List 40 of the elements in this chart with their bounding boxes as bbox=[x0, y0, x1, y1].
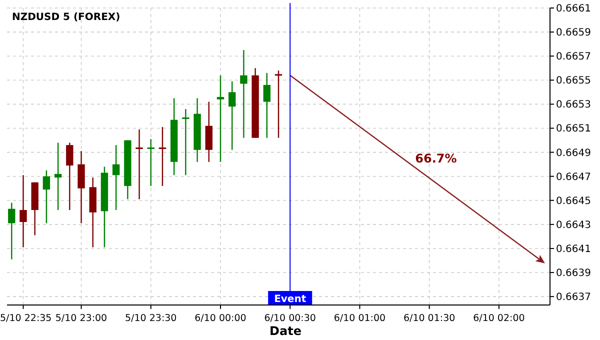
y-tick-label: 0.6655 bbox=[556, 76, 591, 87]
candlestick bbox=[216, 74, 224, 163]
candlestick bbox=[54, 142, 62, 211]
y-tick-label: 0.6657 bbox=[556, 52, 591, 63]
y-tick-label: 0.6659 bbox=[556, 28, 591, 39]
x-tick-label: 5/10 22:35 bbox=[0, 313, 52, 324]
candlestick bbox=[274, 70, 282, 138]
candlestick bbox=[42, 170, 50, 224]
candlestick bbox=[263, 72, 270, 138]
y-tick-label: 0.6641 bbox=[556, 244, 591, 255]
x-tick-label: 6/10 00:00 bbox=[194, 313, 246, 324]
x-tick-label: 6/10 01:00 bbox=[334, 313, 386, 324]
y-tick-label: 0.6653 bbox=[556, 100, 591, 111]
y-tick-label: 0.6637 bbox=[556, 292, 591, 304]
candlestick bbox=[136, 128, 143, 200]
y-tick-label: 0.6643 bbox=[556, 220, 591, 231]
x-axis-title: Date bbox=[270, 324, 302, 338]
y-tick-label: 0.6651 bbox=[556, 124, 591, 135]
y-tick-label: 0.6639 bbox=[556, 268, 591, 280]
candlestick bbox=[147, 138, 154, 187]
x-tick-label: 5/10 23:30 bbox=[125, 313, 177, 324]
candlestick bbox=[8, 202, 16, 260]
y-tick-label: 0.6661 bbox=[556, 4, 591, 14]
x-tick-label: 6/10 02:00 bbox=[473, 313, 525, 324]
x-tick-label: 5/10 23:00 bbox=[55, 313, 108, 324]
chart-title: NZDUSD 5 (FOREX) bbox=[12, 12, 120, 23]
candlestick bbox=[66, 142, 74, 211]
x-tick-label: 6/10 01:30 bbox=[403, 313, 456, 324]
candlestick bbox=[158, 126, 166, 187]
candlestick bbox=[20, 174, 27, 248]
ref-line-label: Event bbox=[274, 294, 306, 305]
x-tick-label: 6/10 00:30 bbox=[264, 313, 316, 324]
candlestick bbox=[228, 80, 236, 150]
y-tick-label: 0.6645 bbox=[556, 196, 591, 207]
candlestick bbox=[240, 49, 248, 138]
y-tick-label: 0.6647 bbox=[556, 172, 591, 183]
y-tick-label: 0.6649 bbox=[556, 148, 591, 159]
candlestick bbox=[182, 108, 190, 176]
annotation: 66.7% bbox=[415, 151, 457, 166]
candlestick bbox=[112, 144, 120, 211]
